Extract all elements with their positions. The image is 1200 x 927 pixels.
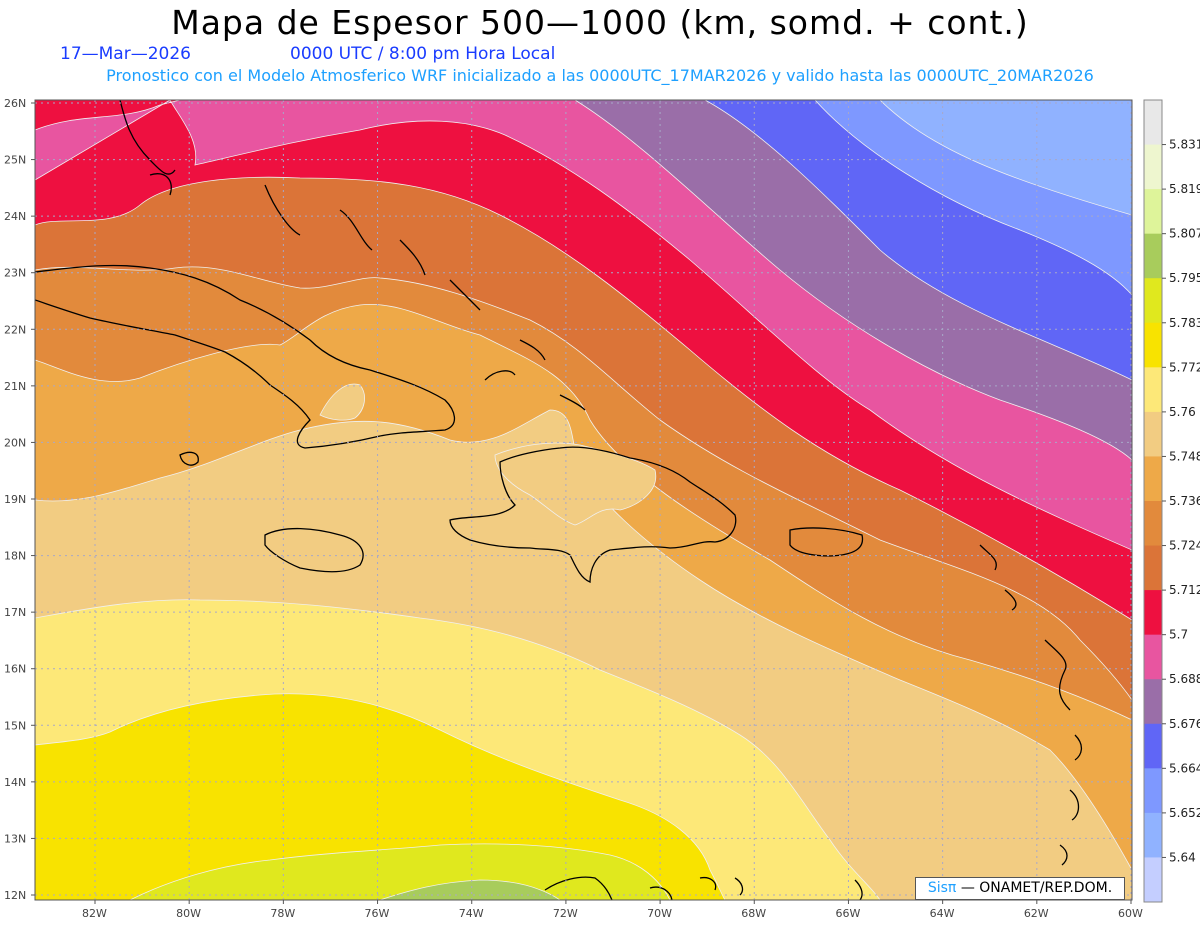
map-frame <box>34 99 1133 901</box>
lat-label-15N: 15N <box>4 719 26 732</box>
colorbar-swatch <box>1144 144 1162 190</box>
colorbar-label: 5.76 <box>1169 405 1196 419</box>
colorbar-label: 5.795 <box>1169 271 1200 285</box>
lat-label-20N: 20N <box>4 436 26 449</box>
colorbar-label: 5.724 <box>1169 539 1200 553</box>
colorbar-swatch <box>1144 100 1162 146</box>
coast-isla-juventud <box>179 451 199 466</box>
lon-label-74W: 74W <box>459 907 484 920</box>
credit-box: Sisπ — ONAMET/REP.DOM. <box>915 877 1125 900</box>
map-title: Mapa de Espesor 500—1000 (km, somd. + co… <box>171 3 1029 42</box>
colorbar-swatch <box>1144 857 1162 903</box>
colorbar-label: 5.783 <box>1169 316 1200 330</box>
coast-puerto-rico <box>789 527 864 557</box>
coast-hispaniola <box>449 446 737 583</box>
colorbar-swatch <box>1144 456 1162 502</box>
lon-label-82W: 82W <box>82 907 107 920</box>
colorbar-swatch <box>1144 723 1162 769</box>
lat-label-22N: 22N <box>4 323 26 336</box>
pocket-cuba <box>319 383 365 421</box>
lon-label-78W: 78W <box>270 907 295 920</box>
colorbar-swatch <box>1144 367 1162 413</box>
colorbar-label: 5.831 <box>1169 138 1200 152</box>
lon-label-62W: 62W <box>1024 907 1049 920</box>
colorbar-swatch <box>1144 634 1162 680</box>
credit-sis: Sisπ <box>927 880 957 896</box>
lat-label-23N: 23N <box>4 267 26 280</box>
lat-label-13N: 13N <box>4 832 26 845</box>
colorbar-swatch <box>1144 768 1162 814</box>
colorbar-swatch <box>1144 189 1162 235</box>
colorbar-label: 5.819 <box>1169 182 1200 196</box>
credit-org: — ONAMET/REP.DOM. <box>960 880 1113 896</box>
lat-label-17N: 17N <box>4 606 26 619</box>
lat-label-21N: 21N <box>4 380 26 393</box>
lon-label-68W: 68W <box>741 907 766 920</box>
colorbar-label: 5.712 <box>1169 583 1200 597</box>
coast-bahamas-a <box>149 173 426 276</box>
coastlines <box>35 100 1083 900</box>
colorbar-swatch <box>1144 278 1162 324</box>
lon-label-80W: 80W <box>176 907 201 920</box>
latitude-labels: 26N 25N 24N 23N 22N 21N 20N 19N 18N 17N 16N 15N 14N 1… <box>4 97 26 902</box>
lat-label-26N: 26N <box>4 97 26 110</box>
colorbar-label: 5.676 <box>1169 717 1200 731</box>
lon-label-60W: 60W <box>1118 907 1143 920</box>
colorbar-label: 5.688 <box>1169 672 1200 686</box>
lon-label-66W: 66W <box>835 907 860 920</box>
lat-label-25N: 25N <box>4 154 26 167</box>
coast-south-america <box>544 876 863 900</box>
forecast-subtitle: Pronostico con el Modelo Atmosferico WRF… <box>106 66 1094 85</box>
lat-label-12N: 12N <box>4 889 26 902</box>
colorbar-swatch <box>1144 679 1162 725</box>
coast-jamaica <box>264 527 364 573</box>
coast-bahamas-b <box>449 279 586 411</box>
coast-cuba <box>35 264 456 449</box>
lat-label-14N: 14N <box>4 776 26 789</box>
colorbar-swatch <box>1144 590 1162 636</box>
colorbar-swatch <box>1144 233 1162 279</box>
lon-label-72W: 72W <box>553 907 578 920</box>
colorbar-swatch <box>1144 501 1162 547</box>
pocket-hispaniola <box>494 442 657 526</box>
lat-label-19N: 19N <box>4 493 26 506</box>
forecast-date: 17—Mar—2026 <box>60 44 191 64</box>
colorbar-label: 5.7 <box>1169 628 1188 642</box>
coast-lesser-antilles <box>979 544 1083 866</box>
colorbar-swatch <box>1144 545 1162 591</box>
colorbar-label: 5.64 <box>1169 850 1196 864</box>
band-5.783 <box>129 843 671 900</box>
colorbar: 5.831 5.819 5.807 5.795 5.783 5.772 5.76 5.748 5… <box>1143 99 1200 903</box>
colorbar-label: 5.748 <box>1169 449 1200 463</box>
colorbar-label: 5.772 <box>1169 360 1200 374</box>
colorbar-label: 5.736 <box>1169 494 1200 508</box>
colorbar-label: 5.807 <box>1169 227 1200 241</box>
lat-lon-grid <box>31 100 1132 904</box>
colorbar-label: 5.652 <box>1169 806 1200 820</box>
colorbar-swatch <box>1144 812 1162 858</box>
lat-label-18N: 18N <box>4 550 26 563</box>
forecast-time: 0000 UTC / 8:00 pm Hora Local <box>290 44 556 64</box>
lat-label-24N: 24N <box>4 210 26 223</box>
colorbar-swatch <box>1144 411 1162 457</box>
colorbar-label: 5.664 <box>1169 761 1200 775</box>
lon-label-70W: 70W <box>647 907 672 920</box>
lat-label-16N: 16N <box>4 663 26 676</box>
longitude-labels: 82W 80W 78W 76W 74W 72W 70W 68W 66W 64W 62W 60W <box>82 907 1143 920</box>
lon-label-64W: 64W <box>930 907 955 920</box>
lon-label-76W: 76W <box>365 907 390 920</box>
colorbar-swatch <box>1144 322 1162 368</box>
thickness-bands <box>35 100 1132 900</box>
